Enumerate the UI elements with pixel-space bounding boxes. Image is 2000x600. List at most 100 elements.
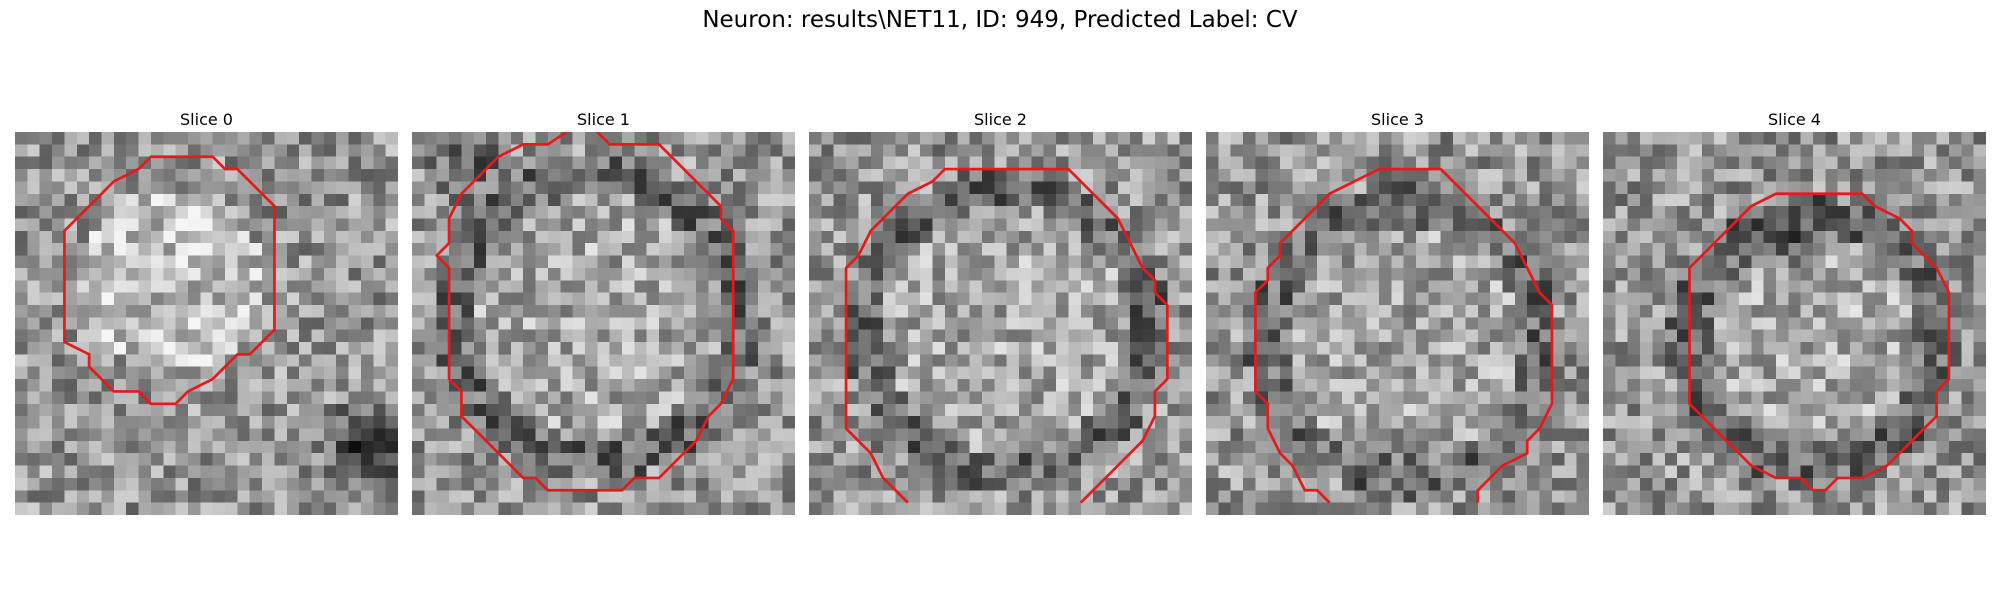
pixel: [360, 169, 374, 182]
pixel: [1775, 280, 1789, 293]
pixel: [1477, 465, 1491, 479]
pixel: [1490, 181, 1503, 195]
pixel: [1527, 342, 1540, 355]
pixel: [385, 465, 398, 479]
pixel: [1652, 144, 1666, 157]
pixel: [1105, 477, 1119, 491]
pixel: [1056, 366, 1069, 380]
pixel: [311, 391, 325, 405]
pixel: [1206, 453, 1219, 466]
pixel: [113, 181, 127, 195]
pixel: [720, 342, 734, 355]
pixel: [15, 502, 28, 515]
pixel: [821, 292, 834, 306]
pixel: [1093, 255, 1106, 269]
pixel: [336, 317, 349, 330]
pixel: [1551, 280, 1565, 293]
pixel: [274, 317, 288, 330]
pixel: [237, 144, 250, 157]
pixel: [1453, 416, 1466, 429]
pixel: [163, 193, 176, 207]
pixel: [286, 156, 300, 170]
pixel: [634, 379, 647, 392]
pixel: [27, 440, 40, 454]
pixel: [138, 354, 152, 367]
pixel: [1378, 193, 1392, 207]
pixel: [15, 243, 28, 256]
pixel: [39, 403, 53, 417]
pixel: [1652, 490, 1666, 503]
pixel: [249, 218, 263, 232]
pixel: [1354, 329, 1367, 343]
pixel: [1862, 280, 1876, 293]
pixel: [299, 440, 312, 454]
pixel: [1006, 255, 1020, 269]
pixel: [1627, 156, 1641, 170]
pixel: [1329, 354, 1343, 367]
pixel: [1068, 181, 1082, 195]
pixel: [895, 255, 909, 269]
pixel: [1813, 255, 1826, 269]
pixel: [708, 440, 722, 454]
pixel: [1167, 230, 1180, 244]
pixel: [15, 132, 28, 145]
pixel: [584, 465, 598, 479]
pixel: [1652, 169, 1666, 182]
pixel: [1490, 206, 1503, 219]
pixel: [535, 206, 549, 219]
pixel: [1677, 440, 1690, 454]
pixel: [1280, 416, 1293, 429]
pixel: [1775, 156, 1789, 170]
pixel: [200, 255, 213, 269]
pixel: [424, 342, 437, 355]
pixel: [745, 230, 759, 244]
pixel: [1391, 280, 1404, 293]
pixel: [1837, 144, 1851, 157]
pixel: [547, 280, 561, 293]
pixel: [622, 304, 635, 318]
pixel: [1243, 477, 1256, 491]
pixel: [745, 465, 759, 479]
pixel: [385, 181, 398, 195]
pixel: [1304, 230, 1318, 244]
pixel: [225, 465, 238, 479]
pixel: [584, 453, 598, 466]
pixel: [932, 156, 946, 170]
pixel: [1576, 453, 1589, 466]
pixel: [237, 403, 250, 417]
pixel: [1019, 292, 1032, 306]
pixel: [498, 255, 512, 269]
pixel: [1714, 440, 1727, 454]
pixel: [1243, 255, 1256, 269]
pixel: [385, 502, 398, 515]
pixel: [1304, 391, 1318, 405]
pixel: [1689, 304, 1703, 318]
pixel: [1354, 218, 1367, 232]
pixel: [424, 132, 437, 145]
pixel: [1551, 366, 1565, 380]
pixel: [1440, 317, 1454, 330]
pixel: [286, 502, 300, 515]
pixel: [770, 490, 783, 503]
pixel: [944, 156, 958, 170]
pixel: [373, 181, 386, 195]
pixel: [1862, 403, 1876, 417]
pixel: [757, 280, 771, 293]
pixel: [498, 304, 512, 318]
pixel: [547, 243, 561, 256]
pixel: [932, 379, 946, 392]
pixel: [1080, 477, 1094, 491]
pixel: [696, 391, 709, 405]
pixel: [572, 403, 586, 417]
pixel: [1652, 453, 1666, 466]
pixel: [535, 342, 549, 355]
pixel: [994, 132, 1007, 145]
pixel: [424, 490, 437, 503]
pixel: [113, 280, 127, 293]
pixel: [1403, 502, 1417, 515]
pixel: [833, 304, 847, 318]
pixel: [770, 267, 783, 281]
pixel: [584, 218, 598, 232]
pixel: [200, 292, 213, 306]
pixel: [163, 255, 176, 269]
